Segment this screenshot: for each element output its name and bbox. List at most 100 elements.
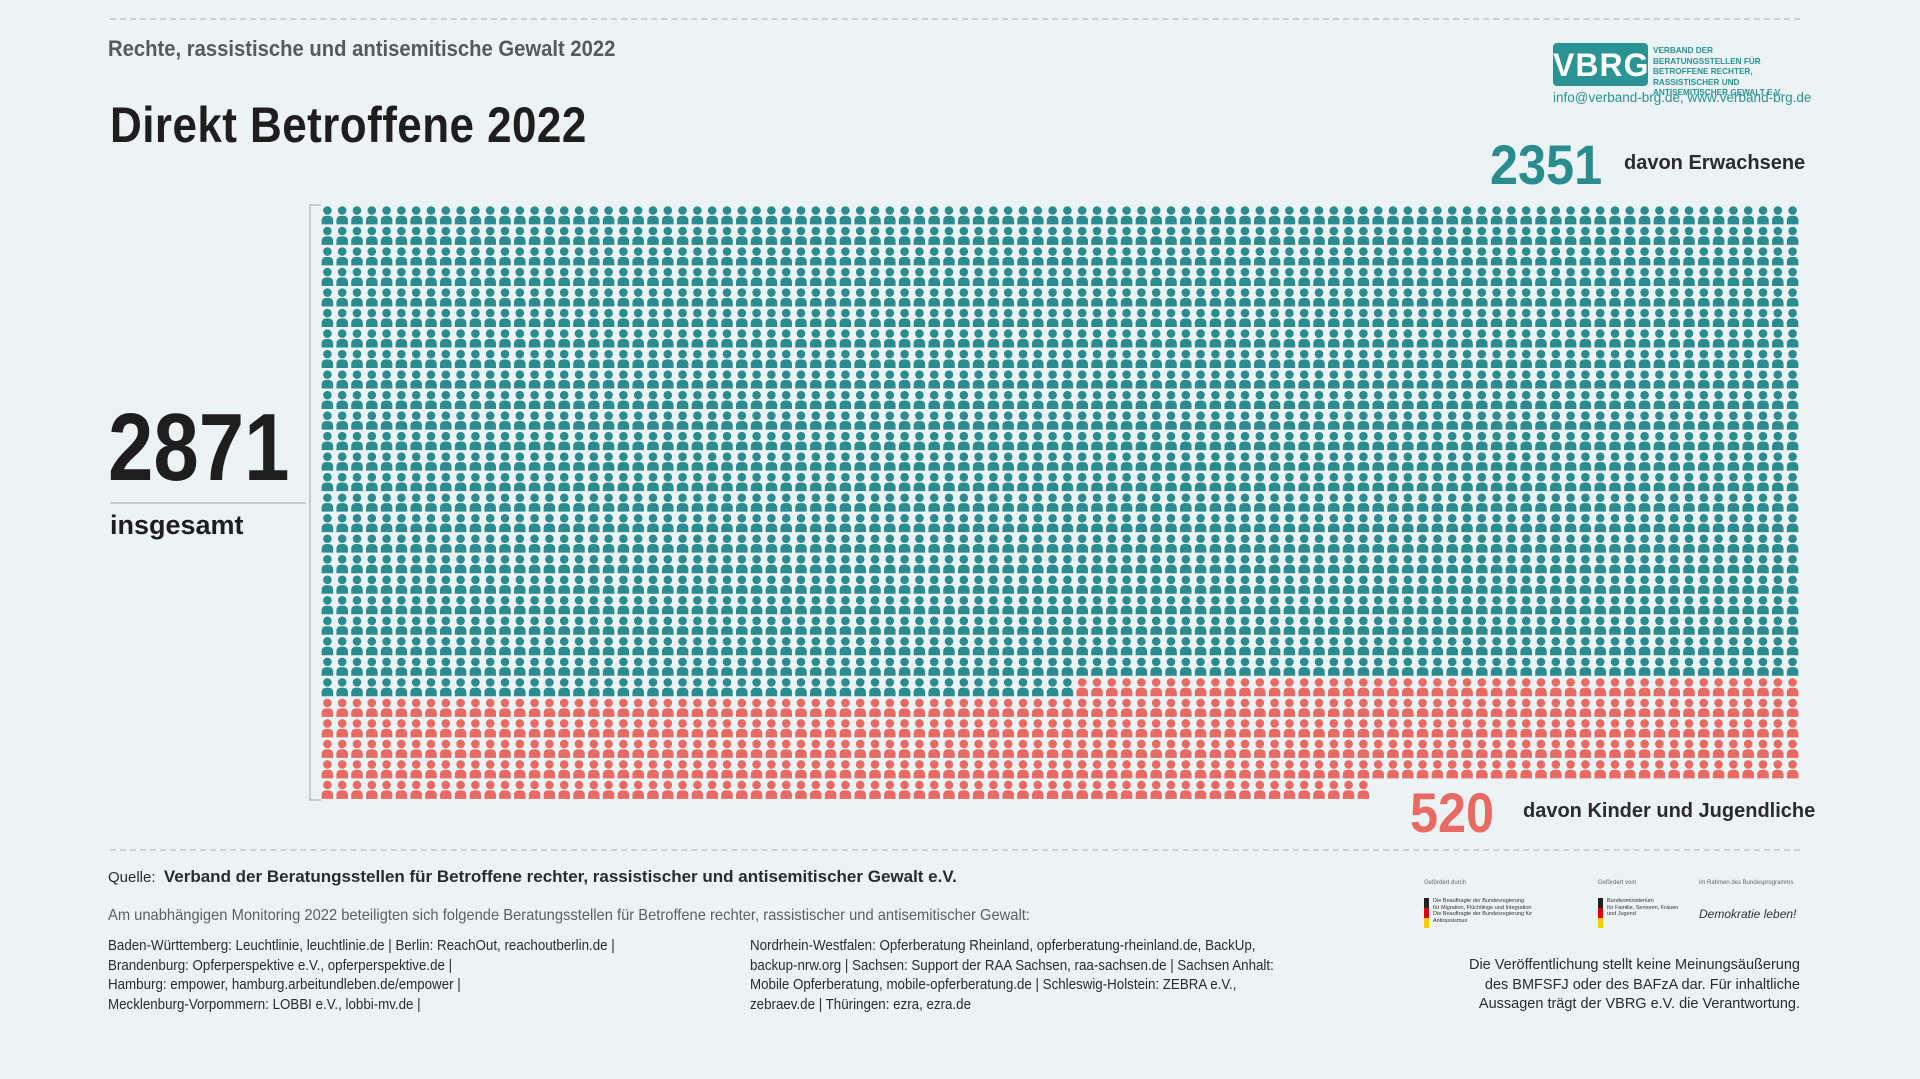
- waffle-person: [987, 349, 1000, 369]
- waffle-person: [1624, 596, 1636, 615]
- waffle-person: [1061, 247, 1074, 266]
- waffle-person: [810, 657, 822, 676]
- waffle-person: [1402, 678, 1414, 697]
- waffle-person: [558, 308, 570, 327]
- waffle-person: [1180, 370, 1192, 389]
- waffle-person: [543, 554, 556, 574]
- waffle-person: [913, 349, 926, 369]
- waffle-person: [454, 698, 467, 717]
- waffle-person: [1209, 370, 1222, 389]
- waffle-person: [691, 760, 704, 779]
- waffle-person: [1387, 657, 1399, 676]
- waffle-person: [1091, 472, 1103, 492]
- waffle-person: [780, 431, 792, 451]
- waffle-person: [1135, 390, 1148, 410]
- waffle-person: [1653, 349, 1666, 369]
- waffle-person: [795, 390, 807, 410]
- waffle-person: [750, 390, 763, 410]
- waffle-person: [632, 493, 644, 512]
- waffle-person: [336, 780, 348, 799]
- waffle-person: [410, 596, 422, 615]
- waffle-person: [1194, 390, 1207, 410]
- waffle-person: [1313, 678, 1325, 697]
- waffle-person: [884, 678, 896, 697]
- waffle-person: [691, 596, 704, 615]
- waffle-person: [588, 780, 600, 799]
- waffle-person: [676, 226, 689, 245]
- waffle-person: [1032, 431, 1044, 451]
- waffle-person: [1698, 370, 1710, 389]
- waffle-person: [1609, 226, 1621, 245]
- waffle-person: [1712, 267, 1725, 286]
- waffle-person: [928, 370, 940, 389]
- waffle-person: [573, 657, 585, 676]
- waffle-person: [676, 431, 689, 451]
- waffle-person: [1372, 226, 1384, 245]
- waffle-person: [1061, 760, 1074, 779]
- waffle-person: [1712, 206, 1725, 225]
- page-title: Direkt Betroffene 2022: [110, 97, 587, 153]
- waffle-person: [1032, 596, 1044, 615]
- waffle-person: [958, 739, 970, 758]
- waffle-person: [706, 739, 718, 758]
- waffle-person: [1638, 554, 1651, 574]
- waffle-person: [602, 472, 615, 492]
- waffle-person: [854, 596, 866, 615]
- vbrg-logo[interactable]: VBRG VERBAND DER BERATUNGSSTELLEN FÜR BE…: [1553, 43, 1801, 97]
- waffle-person: [1431, 698, 1444, 717]
- waffle-person: [1579, 308, 1592, 327]
- waffle-person: [1342, 452, 1355, 471]
- waffle-person: [1520, 698, 1532, 717]
- total-count: 2871: [108, 394, 290, 501]
- waffle-person: [1224, 390, 1236, 410]
- waffle-person: [765, 678, 778, 697]
- waffle-person: [1742, 616, 1754, 635]
- waffle-person: [1357, 370, 1370, 389]
- waffle-person: [1120, 698, 1133, 717]
- waffle-person: [854, 698, 866, 717]
- waffle-person: [1017, 678, 1029, 697]
- waffle-person: [440, 678, 452, 697]
- contact-links[interactable]: info@verband-brg.de, www.verband-brg.de: [1553, 90, 1812, 105]
- waffle-person: [1402, 226, 1414, 245]
- waffle-person: [1002, 596, 1014, 615]
- waffle-person: [1505, 349, 1518, 369]
- waffle-person: [1742, 739, 1754, 758]
- waffle-person: [913, 472, 926, 492]
- waffle-person: [1786, 349, 1799, 369]
- waffle-person: [425, 575, 437, 594]
- waffle-person: [987, 206, 1000, 225]
- waffle-person: [1239, 616, 1251, 635]
- waffle-person: [1712, 431, 1725, 451]
- waffle-person: [691, 370, 704, 389]
- waffle-person: [869, 513, 881, 533]
- waffle-person: [1757, 226, 1769, 245]
- waffle-person: [558, 698, 570, 717]
- waffle-person: [1194, 411, 1207, 430]
- waffle-person: [913, 452, 926, 471]
- waffle-person: [1046, 780, 1059, 799]
- waffle-person: [395, 698, 408, 717]
- waffle-person: [469, 206, 482, 225]
- waffle-person: [1564, 616, 1577, 635]
- waffle-person: [1476, 493, 1488, 512]
- waffle-person: [1061, 493, 1074, 512]
- waffle-person: [1727, 288, 1740, 307]
- waffle-person: [1120, 206, 1133, 225]
- waffle-person: [514, 431, 526, 451]
- waffle-person: [1535, 370, 1547, 389]
- waffle-person: [972, 719, 985, 738]
- waffle-person: [1683, 554, 1695, 574]
- waffle-person: [1698, 452, 1710, 471]
- waffle-person: [1712, 657, 1725, 676]
- waffle-person: [588, 308, 600, 327]
- waffle-person: [1328, 760, 1340, 779]
- waffle-person: [484, 370, 496, 389]
- waffle-person: [987, 370, 1000, 389]
- supertitle: Rechte, rassistische und antisemitische …: [108, 36, 616, 61]
- waffle-person: [602, 329, 615, 348]
- waffle-person: [1209, 596, 1222, 615]
- waffle-person: [588, 698, 600, 717]
- waffle-person: [706, 452, 718, 471]
- waffle-person: [839, 308, 852, 327]
